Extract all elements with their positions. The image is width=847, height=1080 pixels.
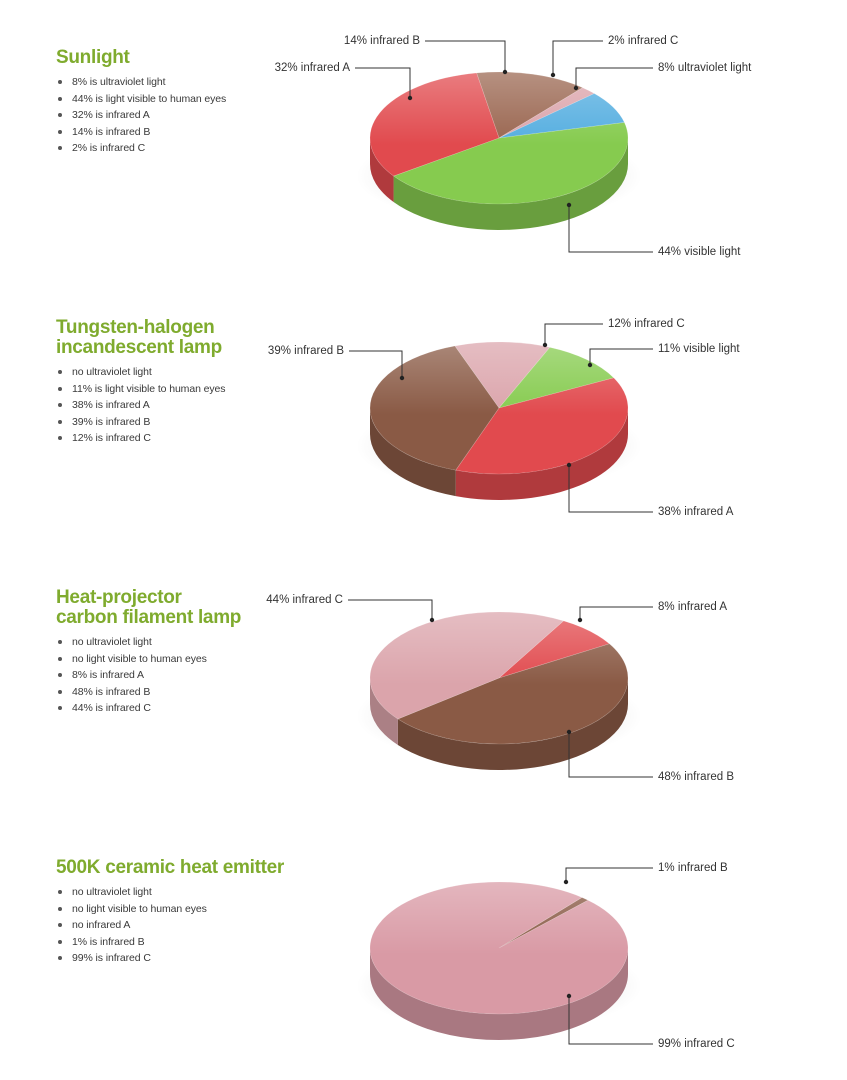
chart-section-sunlight: 14% infrared B 2% infrared C 8% ultraviole… — [0, 0, 847, 270]
leader-line-ir-b — [568, 732, 653, 778]
leader-line-ir-b — [349, 350, 403, 378]
leader-line-ir-c — [552, 40, 603, 75]
leader-line-visible — [589, 348, 653, 365]
data-label-ir-b: 39% infrared B — [268, 345, 344, 357]
info-panel-tungsten-halogen: Tungsten-halogen incandescent lamp no ul… — [56, 318, 316, 447]
chart-section-tungsten-halogen: 12% infrared C 11% visible light 38% infra… — [0, 270, 847, 540]
leader-dot-ir-a — [566, 462, 572, 468]
leader-dot-ir-c — [566, 993, 572, 999]
leader-dot-ir-c — [550, 72, 556, 78]
leader-dot-ir-c — [542, 342, 548, 348]
data-label-ir-b: 14% infrared B — [344, 35, 420, 47]
bullet-item: 12% is infrared C — [56, 430, 316, 447]
bullet-item: no ultraviolet light — [56, 364, 316, 381]
pie-side-ir-b — [397, 678, 628, 770]
pie-side-ir-c — [370, 948, 628, 1040]
pie-side-ir-b — [370, 408, 456, 497]
bullet-list-sunlight: 8% is ultraviolet light 44% is light vis… — [56, 74, 316, 157]
data-label-ir-a: 8% infrared A — [658, 601, 727, 613]
chart-title-heat-projector: Heat-projector carbon filament lamp — [56, 588, 316, 628]
bullet-item: 14% is infrared B — [56, 124, 316, 141]
leader-dot-ir-a — [407, 95, 413, 101]
data-label-ir-b: 1% infrared B — [658, 862, 728, 874]
info-panel-ceramic-emitter: 500K ceramic heat emitter no ultraviolet… — [56, 858, 316, 967]
data-label-ir-a: 32% infrared A — [275, 62, 351, 74]
bullet-item: 44% is infrared C — [56, 700, 316, 717]
chart-section-heat-projector: 8% infrared A 48% infrared B 44% infrared … — [0, 540, 847, 810]
leader-dot-ir-b — [399, 375, 405, 381]
bullet-item: 44% is light visible to human eyes — [56, 91, 316, 108]
data-label-ir-c: 12% infrared C — [608, 318, 685, 330]
chart-title-sunlight: Sunlight — [56, 47, 130, 68]
bullet-item: 38% is infrared A — [56, 397, 316, 414]
data-label-visible: 11% visible light — [658, 343, 740, 355]
chart-title-line: carbon filament lamp — [56, 607, 242, 628]
bullet-item: 39% is infrared B — [56, 414, 316, 431]
bullet-item: no ultraviolet light — [56, 884, 316, 901]
bullet-item: 99% is infrared C — [56, 950, 316, 967]
leader-dot-ir-b — [566, 729, 572, 735]
bullet-item: 48% is infrared B — [56, 684, 316, 701]
leader-line-ir-b — [425, 40, 506, 72]
bullet-item: no light visible to human eyes — [56, 901, 316, 918]
leader-line-ir-a — [355, 67, 411, 98]
leader-dot-ir-b — [502, 69, 508, 75]
chart-section-ceramic-emitter: 1% infrared B 99% infrared C 500K ceramic… — [0, 810, 847, 1080]
data-label-visible: 44% visible light — [658, 246, 741, 258]
leader-dot-ir-a — [577, 617, 583, 623]
bullet-item: no infrared A — [56, 917, 316, 934]
bullet-item: no ultraviolet light — [56, 634, 316, 651]
chart-title-line: incandescent lamp — [56, 337, 222, 358]
leader-line-ir-c — [568, 996, 653, 1045]
leader-dot-ir-c — [429, 617, 435, 623]
bullet-item: 8% is ultraviolet light — [56, 74, 316, 91]
info-panel-sunlight: Sunlight 8% is ultraviolet light 44% is … — [56, 48, 316, 157]
info-panel-heat-projector: Heat-projector carbon filament lamp no u… — [56, 588, 316, 717]
pie-slice-ir-c — [369, 881, 629, 1015]
bullet-list-tungsten-halogen: no ultraviolet light 11% is light visibl… — [56, 364, 316, 447]
leader-dot-uv — [573, 85, 579, 91]
leader-line-ir-c — [348, 599, 433, 620]
data-label-ir-a: 38% infrared A — [658, 506, 734, 518]
bullet-item: 11% is light visible to human eyes — [56, 381, 316, 398]
chart-title-ceramic-emitter: 500K ceramic heat emitter — [56, 857, 285, 878]
pie-side-ir-a — [455, 408, 628, 500]
bullet-item: 8% is infrared A — [56, 667, 316, 684]
leader-line-ir-b — [565, 867, 653, 882]
data-label-ir-b: 48% infrared B — [658, 771, 734, 783]
leader-line-ir-c — [544, 323, 603, 345]
data-label-uv: 8% ultraviolet light — [658, 62, 752, 74]
chart-title-line: Heat-projector — [56, 587, 182, 608]
leader-line-ir-a — [568, 465, 653, 513]
data-label-ir-c: 99% infrared C — [658, 1038, 735, 1050]
leader-line-uv — [575, 67, 653, 88]
leader-dot-visible — [566, 202, 572, 208]
data-label-ir-c: 44% infrared C — [266, 594, 343, 606]
chart-title-tungsten-halogen: Tungsten-halogen incandescent lamp — [56, 318, 316, 358]
leader-dot-ir-b — [563, 879, 569, 885]
chart-title-line: Tungsten-halogen — [56, 317, 215, 338]
bullet-item: no light visible to human eyes — [56, 651, 316, 668]
bullet-item: 1% is infrared B — [56, 934, 316, 951]
bullet-item: 2% is infrared C — [56, 140, 316, 157]
bullet-list-heat-projector: no ultraviolet light no light visible to… — [56, 634, 316, 717]
bullet-list-ceramic-emitter: no ultraviolet light no light visible to… — [56, 884, 316, 967]
leader-line-ir-a — [579, 606, 653, 620]
leader-line-visible — [568, 205, 653, 253]
data-label-ir-c: 2% infrared C — [608, 35, 678, 47]
bullet-item: 32% is infrared A — [56, 107, 316, 124]
leader-dot-visible — [587, 362, 593, 368]
